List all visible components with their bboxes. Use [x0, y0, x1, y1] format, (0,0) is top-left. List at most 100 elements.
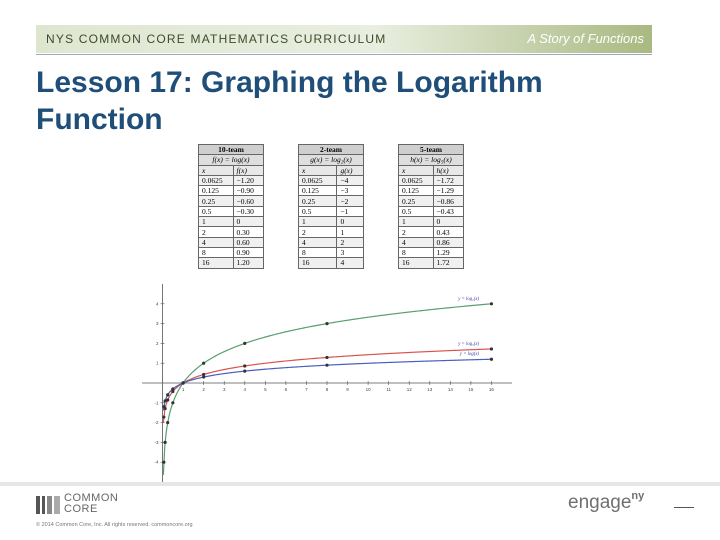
table-cell: 0.5	[297, 205, 338, 218]
footer-band	[0, 482, 720, 486]
table-function-header: g(x) = log₂(x)	[298, 154, 364, 166]
y-tick-label: -1	[155, 400, 159, 405]
table-cell: 2	[297, 226, 338, 238]
y-tick-label: 1	[156, 361, 159, 366]
table-row: 4 0.86	[398, 236, 465, 248]
data-point	[243, 364, 247, 368]
table-row: x h(x)	[398, 164, 465, 176]
table-row: 0.0625 −1.20	[198, 174, 265, 187]
table-cell: 1	[398, 216, 434, 228]
table-row: x g(x)	[297, 164, 364, 176]
data-point	[166, 398, 170, 402]
table-cell: −0.43	[432, 205, 465, 218]
y-tick-label: 4	[156, 301, 159, 306]
table-row: 16 4	[297, 257, 364, 269]
x-tick-label: 11	[386, 387, 391, 392]
table-10-team: 10-team f(x) = log(x) x f(x) 0.0625 −1.20 0.12…	[198, 143, 265, 269]
data-point	[162, 405, 166, 409]
series-label: y = log₅(x)	[457, 342, 479, 347]
table-row: 0.5 −0.30	[198, 205, 265, 218]
table-cell: 1.29	[432, 246, 465, 259]
x-tick-label: 15	[468, 387, 474, 392]
y-tick-label: 2	[156, 341, 159, 346]
data-point	[171, 389, 175, 394]
x-tick-label: 6	[285, 387, 288, 392]
table-row: 8 0.90	[198, 246, 265, 259]
table-row: 0.5 −1	[297, 205, 364, 218]
data-point	[181, 381, 185, 385]
table-team-header: 2-team	[298, 143, 364, 156]
y-tick-label: -3	[155, 440, 159, 445]
x-tick-label: 16	[489, 387, 495, 392]
x-tick-label: 9	[346, 387, 349, 392]
table-row: 0.125 −0.90	[198, 185, 265, 197]
header-rule	[36, 54, 652, 55]
table-cell: 0.25	[198, 195, 234, 207]
header-bar: NYS COMMON CORE MATHEMATICS CURRICULUM A…	[36, 25, 652, 53]
data-point	[243, 369, 247, 373]
table-cell: 1	[336, 226, 364, 238]
x-tick-label: 2	[202, 387, 205, 392]
table-cell: 16	[198, 257, 234, 269]
table-column-header: x	[398, 164, 434, 176]
table-cell: −2	[336, 195, 364, 207]
table-cell: 0.0625	[297, 174, 338, 187]
copyright-text: © 2014 Common Core, Inc. All rights rese…	[36, 522, 193, 528]
table-cell: 0.0625	[198, 174, 234, 187]
table-row: 5-team	[398, 143, 464, 156]
table-cell: 0.30	[232, 226, 265, 238]
table-cell: 0.0625	[398, 174, 434, 187]
table-cell: 2	[198, 226, 234, 238]
table-team-header: 5-team	[398, 143, 464, 156]
table-cell: 3	[336, 246, 364, 259]
table-row: 0.25 −2	[297, 195, 364, 207]
table-row: 0.125 −3	[297, 185, 364, 197]
x-tick-label: 10	[366, 387, 372, 392]
y-tick-label: 3	[156, 321, 159, 326]
table-cell: 0	[336, 216, 364, 228]
table-row: 0.25 −0.60	[198, 195, 265, 207]
table-row: 16 1.72	[398, 257, 465, 269]
data-point	[489, 357, 494, 361]
table-column-header: f(x)	[232, 164, 265, 176]
table-cell: 2	[398, 226, 434, 238]
table-row: 2-team	[298, 143, 364, 156]
table-row: f(x) = log(x)	[198, 154, 264, 166]
table-cell: 0.125	[297, 185, 338, 197]
data-point	[202, 375, 206, 379]
table-column-header: x	[198, 164, 234, 176]
table-cell: 4	[198, 236, 234, 248]
table-cell: −1	[336, 205, 364, 218]
table-cell: −1.72	[432, 174, 465, 187]
table-cell: 2	[336, 236, 364, 248]
common-core-logo-text: COMMON CORE	[64, 492, 119, 515]
table-cell: 4	[336, 257, 364, 269]
engage-ny-logo: engageny	[568, 490, 645, 513]
data-point	[202, 372, 206, 377]
lesson-title: Lesson 17: Graphing the Logarithm Functi…	[36, 66, 543, 136]
y-tick-label: -2	[155, 420, 159, 425]
table-cell: −0.86	[432, 195, 465, 207]
data-point	[163, 440, 167, 444]
table-cell: 0.90	[232, 246, 265, 259]
data-point	[325, 322, 329, 326]
table-row: 4 0.60	[198, 236, 265, 248]
table-cell: 16	[297, 257, 338, 269]
table-cell: 8	[198, 246, 234, 259]
table-cell: −3	[336, 185, 364, 197]
table-cell: −4	[336, 174, 364, 187]
story-label: A Story of Functions	[527, 31, 644, 46]
table-team-header: 10-team	[198, 143, 264, 156]
table-cell: 0.125	[198, 185, 234, 197]
x-tick-label: 1	[182, 387, 185, 392]
x-tick-label: 3	[223, 387, 226, 392]
series-label: y = log(x)	[459, 352, 480, 357]
table-row: 8 1.29	[398, 246, 465, 259]
data-point	[166, 393, 170, 397]
data-point	[163, 399, 167, 403]
table-cell: 1.72	[432, 257, 465, 269]
table-cell: 0	[432, 216, 465, 228]
